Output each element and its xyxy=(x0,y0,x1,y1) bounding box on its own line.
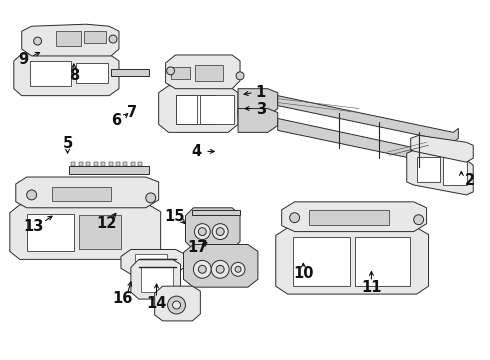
Circle shape xyxy=(212,224,228,239)
Bar xyxy=(443,157,467,185)
Bar xyxy=(51,187,111,201)
Polygon shape xyxy=(159,86,238,132)
Bar xyxy=(175,95,197,125)
Bar xyxy=(79,215,121,249)
Bar xyxy=(30,61,72,86)
Text: 6: 6 xyxy=(111,113,121,128)
Bar xyxy=(26,214,74,251)
Polygon shape xyxy=(79,162,83,166)
Text: 12: 12 xyxy=(96,216,117,231)
Bar xyxy=(200,95,234,125)
Polygon shape xyxy=(278,96,458,142)
Circle shape xyxy=(216,265,224,273)
Circle shape xyxy=(172,301,180,309)
Polygon shape xyxy=(123,162,127,166)
Text: 2: 2 xyxy=(465,173,475,188)
Polygon shape xyxy=(101,162,105,166)
Bar xyxy=(355,237,410,286)
Polygon shape xyxy=(86,162,90,166)
Polygon shape xyxy=(116,162,120,166)
Text: 17: 17 xyxy=(187,240,208,255)
Text: 9: 9 xyxy=(18,52,28,67)
Circle shape xyxy=(235,266,241,272)
Bar xyxy=(196,65,223,81)
Polygon shape xyxy=(109,162,113,166)
Bar xyxy=(175,95,215,125)
Bar xyxy=(84,31,106,43)
Circle shape xyxy=(236,72,244,80)
Polygon shape xyxy=(282,202,427,231)
Circle shape xyxy=(290,213,299,223)
Text: 13: 13 xyxy=(24,219,44,234)
Polygon shape xyxy=(185,208,240,249)
Circle shape xyxy=(198,265,206,273)
Circle shape xyxy=(414,215,424,225)
Circle shape xyxy=(26,190,37,200)
Circle shape xyxy=(231,262,245,276)
Polygon shape xyxy=(138,162,142,166)
Polygon shape xyxy=(111,69,149,76)
Polygon shape xyxy=(10,205,161,260)
Text: 10: 10 xyxy=(293,266,314,281)
Polygon shape xyxy=(155,286,200,321)
Circle shape xyxy=(146,193,156,203)
Polygon shape xyxy=(166,55,240,89)
Circle shape xyxy=(195,224,210,239)
Circle shape xyxy=(198,228,206,235)
Polygon shape xyxy=(411,135,473,162)
Text: 4: 4 xyxy=(192,144,202,159)
Polygon shape xyxy=(238,89,278,116)
Circle shape xyxy=(109,35,117,43)
Text: 11: 11 xyxy=(361,280,382,295)
Bar xyxy=(416,157,441,182)
Polygon shape xyxy=(183,244,258,287)
Bar xyxy=(135,255,167,268)
Polygon shape xyxy=(121,249,185,274)
Polygon shape xyxy=(72,162,75,166)
Bar xyxy=(76,63,108,83)
Bar xyxy=(193,210,240,215)
Text: 8: 8 xyxy=(69,68,79,83)
Text: 7: 7 xyxy=(127,105,137,120)
Bar xyxy=(141,267,172,292)
Text: 14: 14 xyxy=(147,296,167,311)
Bar xyxy=(293,237,350,286)
Circle shape xyxy=(194,260,211,278)
Circle shape xyxy=(34,37,42,45)
Bar xyxy=(70,166,149,174)
Bar xyxy=(171,67,191,79)
Circle shape xyxy=(167,67,174,75)
Polygon shape xyxy=(131,260,180,299)
Polygon shape xyxy=(238,109,278,132)
Bar xyxy=(310,210,389,225)
Text: 15: 15 xyxy=(164,209,185,224)
Polygon shape xyxy=(94,162,98,166)
Text: 16: 16 xyxy=(112,291,133,306)
Text: 1: 1 xyxy=(256,85,266,100)
Circle shape xyxy=(168,296,185,314)
Polygon shape xyxy=(278,118,458,167)
Polygon shape xyxy=(22,24,119,56)
Text: 5: 5 xyxy=(62,136,73,151)
Polygon shape xyxy=(276,228,429,294)
Circle shape xyxy=(216,228,224,235)
Polygon shape xyxy=(16,177,159,208)
Polygon shape xyxy=(14,54,119,96)
Polygon shape xyxy=(131,162,135,166)
Polygon shape xyxy=(407,150,473,195)
Bar xyxy=(56,31,81,46)
Circle shape xyxy=(211,260,229,278)
Text: 3: 3 xyxy=(256,102,266,117)
